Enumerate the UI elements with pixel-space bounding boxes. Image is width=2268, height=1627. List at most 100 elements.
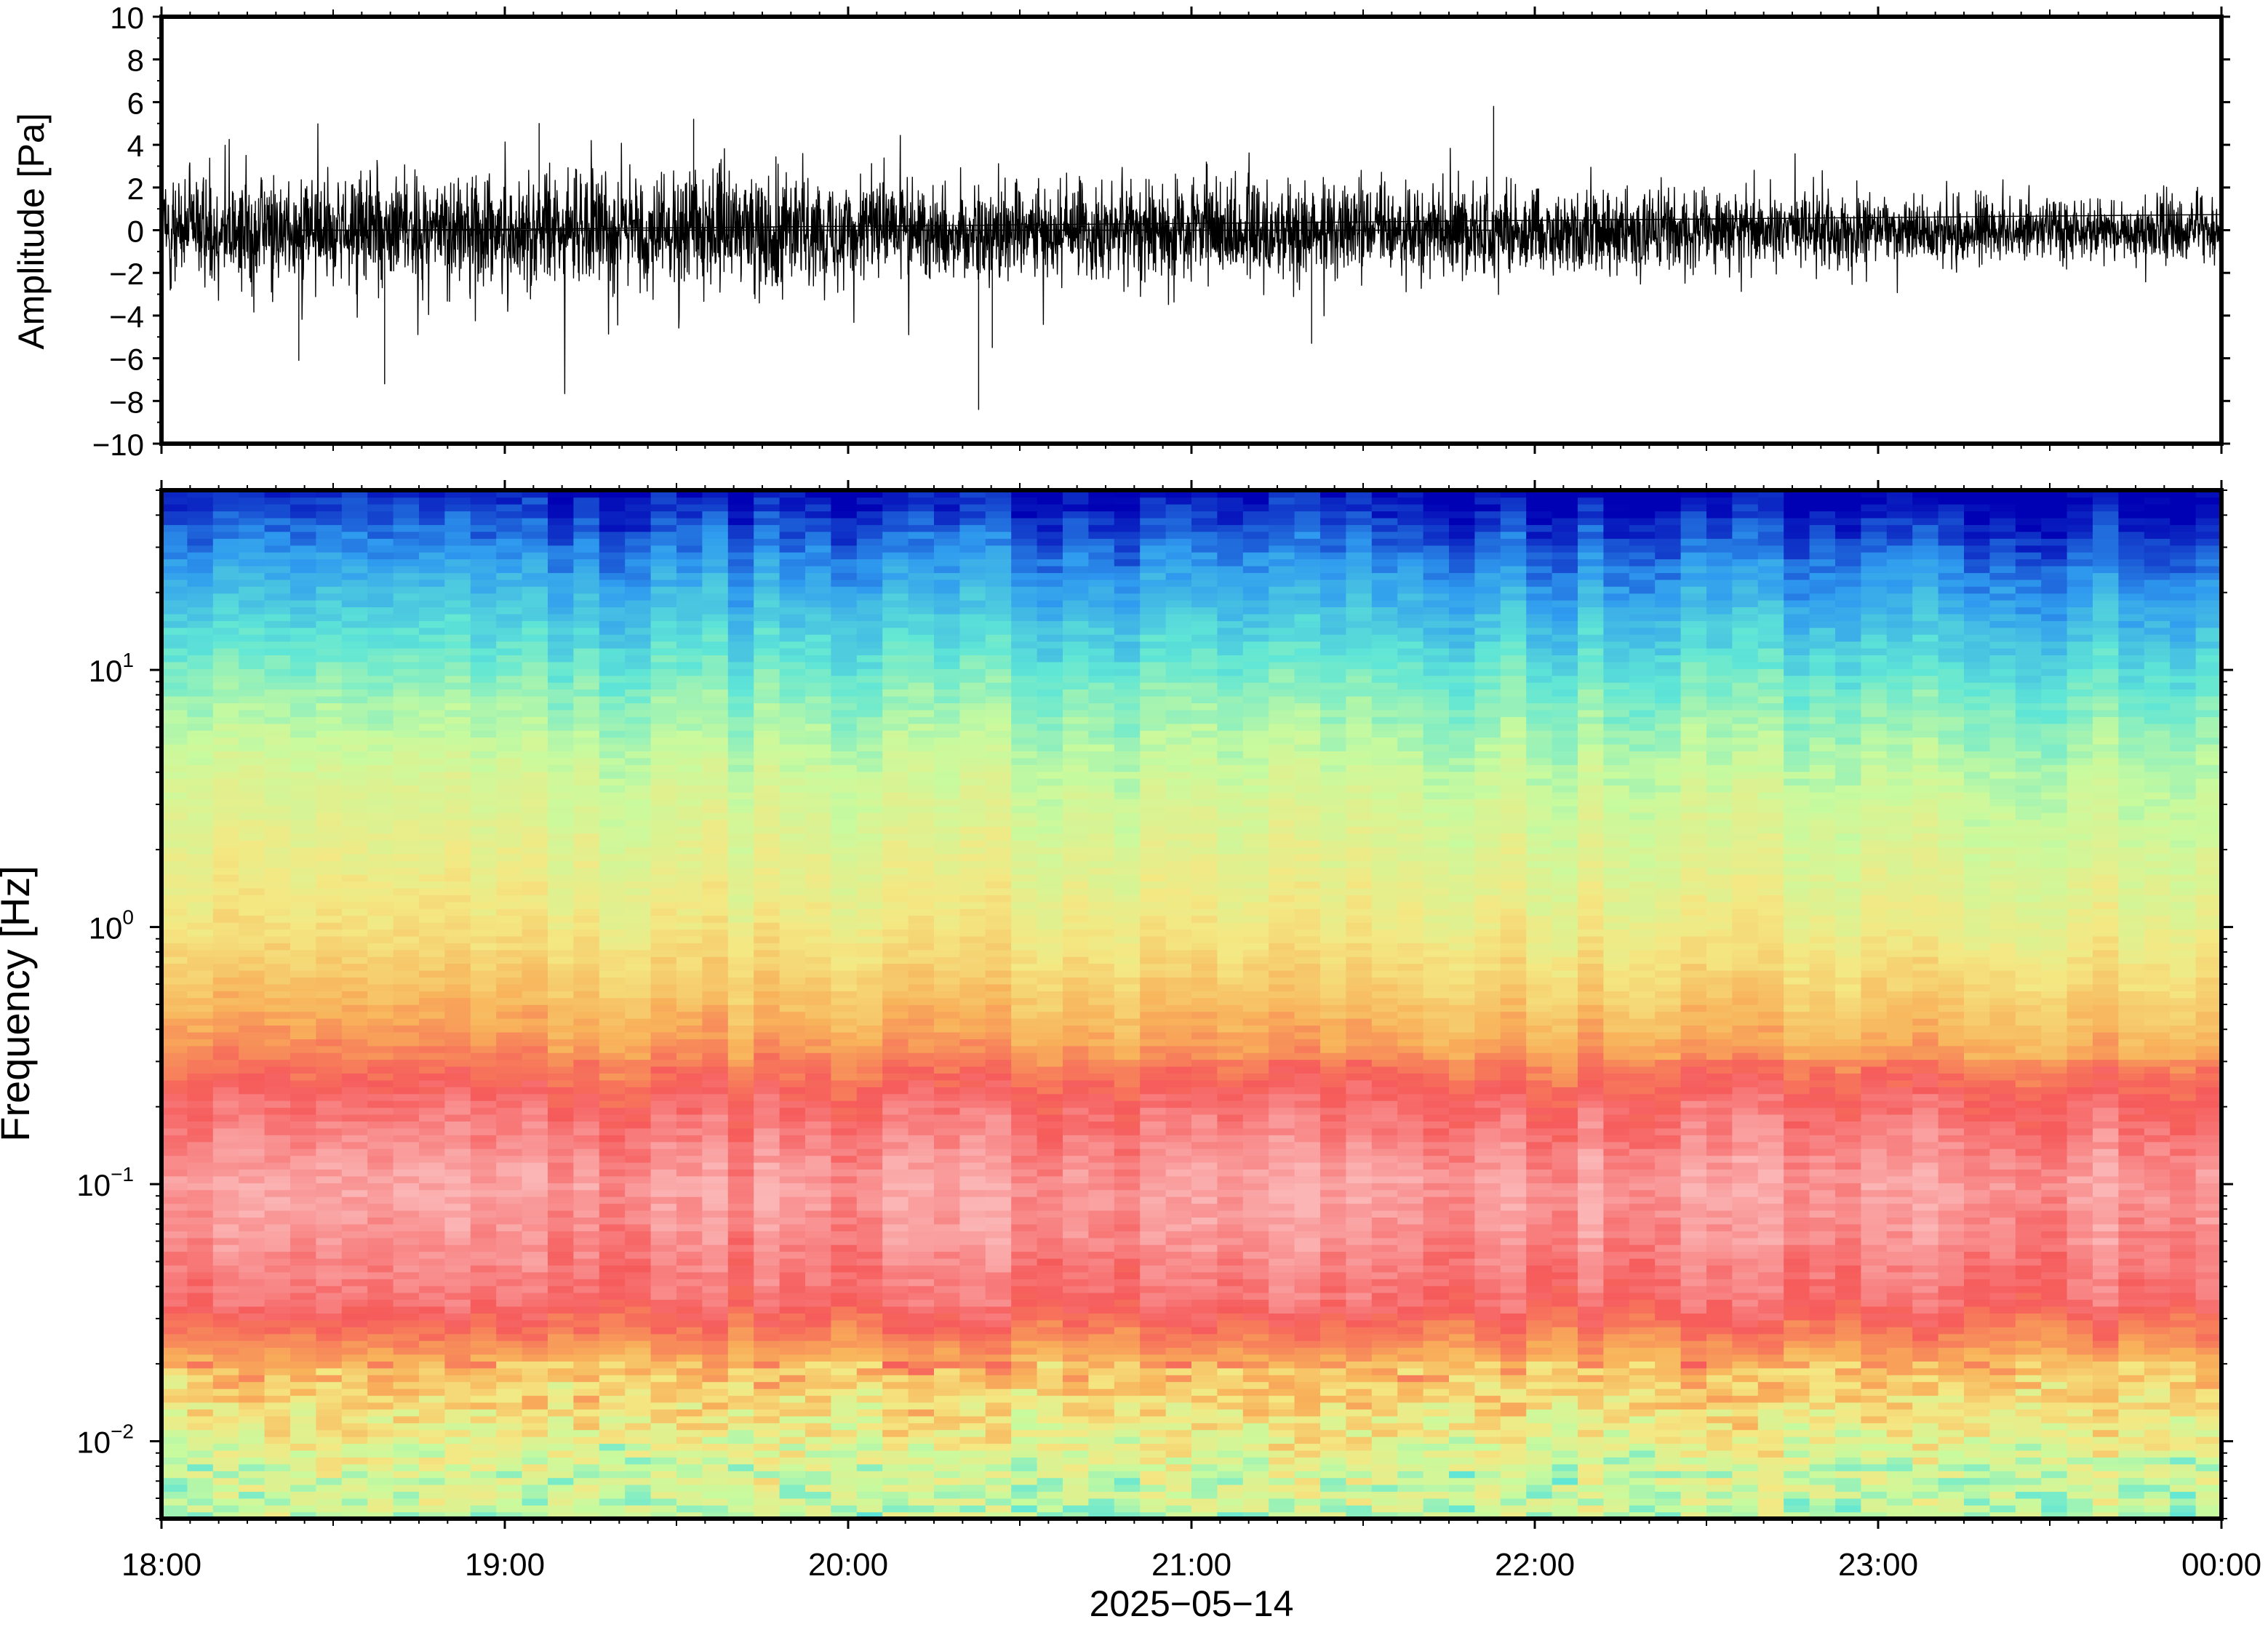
spectrogram-cell [676, 607, 703, 614]
spectrogram-cell [522, 1457, 548, 1464]
spectrogram-cell [290, 1142, 316, 1149]
spectrogram-cell [548, 956, 574, 964]
spectrogram-cell [342, 1491, 368, 1498]
spectrogram-cell [882, 668, 909, 676]
spectrogram-cell [213, 1135, 239, 1142]
spectrogram-cell [909, 950, 935, 957]
spectrogram-cell [522, 1484, 548, 1492]
spectrogram-cell [419, 1368, 445, 1375]
spectrogram-cell [290, 1231, 316, 1238]
spectrogram-cell [934, 504, 960, 511]
spectrogram-cell [548, 1354, 574, 1362]
spectrogram-cell [496, 1032, 522, 1039]
spectrogram-cell [702, 1388, 728, 1396]
spectrogram-cell [444, 984, 471, 991]
spectrogram-cell [265, 820, 291, 827]
spectrogram-cell [316, 607, 342, 614]
spectrogram-cell [934, 785, 960, 792]
spectrogram-cell [548, 1430, 574, 1437]
spectrogram-cell [213, 620, 239, 628]
spectrogram-cell [728, 1190, 754, 1197]
spectrogram-cell [522, 840, 548, 847]
spectrogram-cell [780, 511, 806, 518]
spectrogram-cell [161, 991, 188, 998]
spectrogram-cell [496, 854, 522, 861]
spectrogram-cell [239, 1114, 265, 1122]
spectrogram-cell [444, 1210, 471, 1218]
spectrogram-cell [265, 847, 291, 854]
spectrogram-cell [187, 1066, 213, 1074]
spectrogram-cell [754, 1176, 780, 1183]
spectrogram-cell [290, 730, 316, 737]
spectrogram-cell [625, 792, 651, 799]
spectrogram-cell [265, 1471, 291, 1478]
spectrogram-cell [625, 1368, 651, 1375]
spectrogram-cell [857, 1361, 883, 1368]
spectrogram-cell [239, 552, 265, 559]
spectrogram-cell [573, 1059, 599, 1066]
spectrogram-cell [651, 1292, 677, 1300]
spectrogram-cell [882, 1039, 909, 1046]
spectrogram-cell [394, 504, 420, 511]
spectrogram-cell [419, 984, 445, 991]
spectrogram-cell [394, 916, 420, 923]
spectrogram-cell [548, 881, 574, 888]
spectrogram-cell [367, 1080, 394, 1087]
spectrogram-cell [394, 552, 420, 559]
spectrogram-cell [857, 1018, 883, 1026]
spectrogram-cell [342, 580, 368, 587]
spectrogram-cell [419, 970, 445, 978]
spectrogram-cell [419, 1114, 445, 1122]
spectrogram-cell [934, 1477, 960, 1484]
spectrogram-cell [651, 977, 677, 984]
spectrogram-cell [548, 799, 574, 806]
spectrogram-cell [342, 1347, 368, 1354]
spectrogram-cell [573, 545, 599, 552]
spectrogram-cell [702, 916, 728, 923]
spectrogram-cell [496, 1107, 522, 1114]
spectrogram-cell [651, 751, 677, 758]
spectrogram-cell [496, 936, 522, 943]
spectrogram-cell [342, 1217, 368, 1224]
spectrogram-cell [444, 1203, 471, 1210]
spectrogram-cell [316, 724, 342, 731]
spectrogram-cell [676, 676, 703, 683]
spectrogram-cell [265, 1203, 291, 1210]
spectrogram-cell [676, 511, 703, 518]
spectrogram-cell [599, 586, 626, 593]
spectrogram-cell [316, 1436, 342, 1444]
spectrogram-cell [496, 566, 522, 573]
spectrogram-cell [857, 950, 883, 957]
spectrogram-cell [471, 772, 497, 779]
spectrogram-cell [522, 1224, 548, 1231]
spectrogram-cell [213, 868, 239, 875]
spectrogram-cell [831, 1142, 857, 1149]
spectrogram-cell [265, 1423, 291, 1430]
spectrogram-cell [419, 1059, 445, 1066]
spectrogram-cell [780, 1258, 806, 1266]
spectrogram-cell [265, 1334, 291, 1341]
spectrogram-cell [625, 1327, 651, 1334]
spectrogram-cell [444, 1196, 471, 1204]
spectrogram-cell [805, 511, 831, 518]
spectrogram-cell [882, 1231, 909, 1238]
spectrogram-cell [496, 744, 522, 751]
spectrogram-cell [316, 1471, 342, 1478]
spectrogram-cell [419, 1505, 445, 1512]
spectrogram-cell [394, 970, 420, 978]
spectrogram-cell [857, 600, 883, 607]
spectrogram-cell [676, 1025, 703, 1032]
spectrogram-cell [471, 511, 497, 518]
spectrogram-cell [780, 1238, 806, 1245]
spectrogram-cell [959, 1416, 986, 1423]
spectrogram-cell [522, 874, 548, 882]
spectrogram-cell [444, 696, 471, 703]
spectrogram-cell [573, 1169, 599, 1176]
spectrogram-cell [471, 1436, 497, 1444]
spectrogram-cell [573, 716, 599, 724]
spectrogram-cell [959, 1135, 986, 1142]
spectrogram-cell [496, 1327, 522, 1334]
spectrogram-cell [187, 1477, 213, 1484]
spectrogram-cell [187, 868, 213, 875]
spectrogram-cell [573, 1162, 599, 1170]
